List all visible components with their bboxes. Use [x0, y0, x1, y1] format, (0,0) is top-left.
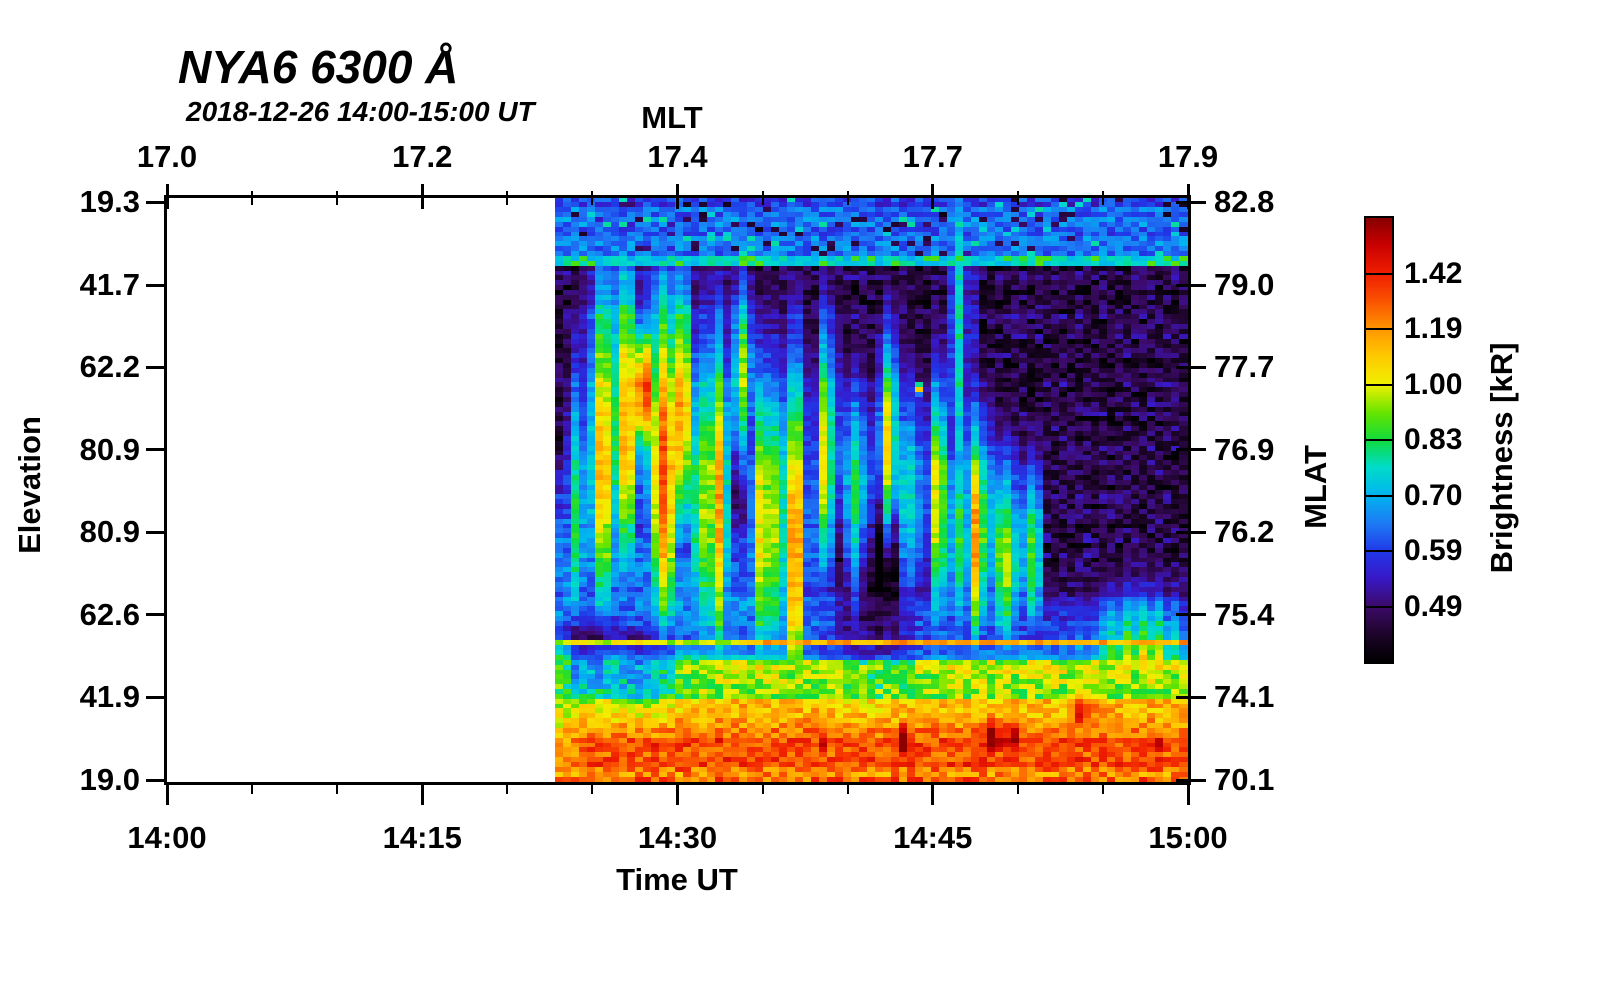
- top-minor-tick: [251, 191, 254, 205]
- left-tick-label: 80.9: [79, 431, 140, 467]
- bottom-minor-tick: [846, 782, 849, 794]
- bottom-tick-label: 14:00: [127, 820, 207, 855]
- plot-title: NYA6 6300 Å: [178, 41, 459, 93]
- left-major-tick: [146, 200, 167, 204]
- bottom-major-tick: [1186, 782, 1190, 805]
- top-major-tick: [676, 184, 679, 209]
- colorbar-tick-label: 1.19: [1404, 312, 1463, 345]
- bottom-major-tick: [931, 782, 935, 805]
- right-tick-label: 74.1: [1214, 679, 1275, 715]
- bottom-minor-tick: [336, 782, 339, 794]
- top-major-tick: [165, 184, 169, 209]
- colorbar: [1364, 216, 1394, 664]
- colorbar-title: Brightness [kR]: [1484, 342, 1519, 574]
- bottom-tick-label: 14:15: [382, 820, 462, 855]
- right-major-tick: [1176, 695, 1206, 699]
- top-minor-tick: [1016, 191, 1019, 205]
- left-tick-label: 19.3: [79, 184, 140, 220]
- colorbar-tick-label: 1.42: [1404, 256, 1463, 290]
- bottom-minor-tick: [1016, 782, 1019, 794]
- top-tick-label: 17.7: [902, 139, 963, 174]
- bottom-tick-label: 14:45: [893, 820, 973, 855]
- left-major-tick: [146, 778, 167, 782]
- top-minor-tick: [336, 191, 339, 205]
- top-major-tick: [1186, 184, 1190, 209]
- colorbar-tick-label: 0.59: [1404, 534, 1463, 567]
- left-major-tick: [146, 448, 167, 452]
- left-tick-label: 41.7: [79, 267, 140, 303]
- right-major-tick: [1176, 613, 1206, 617]
- left-tick-label: 62.2: [79, 349, 140, 385]
- top-tick-label: 17.2: [392, 139, 453, 174]
- bottom-minor-tick: [591, 782, 594, 794]
- bottom-minor-tick: [506, 782, 509, 794]
- colorbar-divider: [1366, 494, 1392, 497]
- top-major-tick: [931, 184, 935, 209]
- bottom-major-tick: [165, 782, 169, 805]
- colorbar-divider: [1366, 605, 1392, 608]
- right-tick-label: 76.2: [1214, 514, 1275, 550]
- left-major-tick: [146, 613, 167, 617]
- bottom-tick-label: 14:30: [637, 820, 718, 855]
- right-major-tick: [1176, 283, 1206, 287]
- bottom-minor-tick: [761, 782, 764, 794]
- top-minor-tick: [506, 191, 509, 205]
- colorbar-divider: [1366, 550, 1392, 552]
- right-major-tick: [1176, 200, 1206, 204]
- right-major-tick: [1176, 448, 1206, 452]
- top-axis-title: MLT: [641, 100, 703, 135]
- top-tick-label: 17.4: [647, 139, 708, 174]
- right-tick-label: 79.0: [1214, 267, 1275, 303]
- left-axis-title: Elevation: [12, 416, 47, 554]
- top-tick-label: 17.9: [1157, 139, 1219, 174]
- left-tick-label: 19.0: [79, 762, 140, 797]
- top-tick-label: 17.0: [136, 139, 198, 174]
- right-tick-label: 82.8: [1214, 184, 1275, 220]
- bottom-major-tick: [420, 782, 424, 805]
- colorbar-tick-label: 0.70: [1404, 478, 1463, 512]
- colorbar-tick-label: 0.49: [1404, 589, 1463, 623]
- colorbar-divider: [1366, 439, 1392, 441]
- left-major-tick: [146, 530, 167, 534]
- right-tick-label: 70.1: [1214, 762, 1275, 797]
- right-tick-label: 76.9: [1214, 431, 1275, 467]
- colorbar-divider: [1366, 383, 1392, 386]
- left-major-tick: [146, 365, 167, 369]
- right-tick-label: 77.7: [1214, 349, 1275, 385]
- colorbar-divider: [1366, 272, 1392, 275]
- left-tick-label: 62.6: [79, 596, 140, 632]
- bottom-tick-label: 15:00: [1148, 820, 1228, 855]
- top-minor-tick: [846, 191, 849, 205]
- left-major-tick: [146, 695, 167, 699]
- colorbar-divider: [1366, 328, 1392, 330]
- right-major-tick: [1176, 530, 1206, 534]
- bottom-minor-tick: [1101, 782, 1104, 794]
- plot-subtitle: 2018-12-26 14:00-15:00 UT: [186, 96, 535, 127]
- colorbar-tick-label: 0.83: [1404, 423, 1463, 456]
- right-major-tick: [1176, 365, 1206, 369]
- right-axis-title: MLAT: [1298, 445, 1333, 529]
- left-tick-label: 80.9: [79, 514, 140, 550]
- top-minor-tick: [761, 191, 764, 205]
- top-minor-tick: [1101, 191, 1104, 205]
- right-major-tick: [1176, 778, 1206, 782]
- bottom-minor-tick: [251, 782, 254, 794]
- heatmap-canvas: [167, 198, 1188, 782]
- bottom-axis-title: Time UT: [616, 862, 738, 897]
- left-major-tick: [146, 283, 167, 287]
- colorbar-tick-label: 1.00: [1404, 367, 1463, 401]
- bottom-major-tick: [676, 782, 679, 805]
- top-major-tick: [420, 184, 424, 209]
- top-minor-tick: [591, 191, 594, 205]
- right-tick-label: 75.4: [1214, 596, 1275, 632]
- left-tick-label: 41.9: [79, 679, 140, 715]
